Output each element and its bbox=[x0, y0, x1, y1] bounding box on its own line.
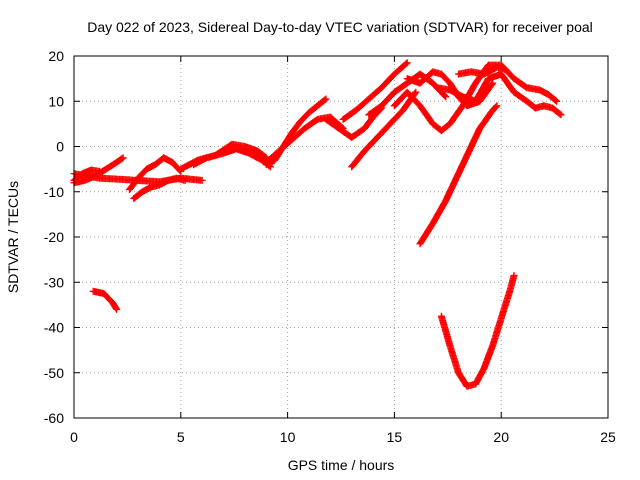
series-arc-21 bbox=[89, 287, 121, 313]
plot-frame bbox=[73, 55, 609, 419]
series-arc-7 bbox=[177, 140, 270, 173]
series-arc-5 bbox=[126, 154, 185, 193]
series-arc-16 bbox=[433, 70, 548, 112]
series-marks bbox=[390, 61, 561, 135]
series-marks bbox=[322, 104, 386, 141]
series-marks bbox=[540, 102, 565, 119]
x-tick-labels: 0 5 10 15 20 25 bbox=[70, 429, 616, 445]
series-marks bbox=[177, 140, 270, 173]
series-arc-11 bbox=[339, 59, 411, 123]
series-arc-18 bbox=[540, 102, 565, 119]
series-arc-15 bbox=[390, 61, 561, 135]
series-marks bbox=[437, 272, 518, 390]
series-arc-12 bbox=[348, 88, 420, 171]
series-arc-20 bbox=[437, 272, 518, 390]
x-tick-label: 15 bbox=[387, 429, 403, 445]
series-marks bbox=[455, 63, 509, 78]
y-tick-label: 0 bbox=[56, 139, 64, 155]
x-tick-label: 5 bbox=[177, 429, 185, 445]
x-tick-label: 10 bbox=[280, 429, 296, 445]
series-arc-4 bbox=[130, 174, 189, 202]
y-tick-label: -20 bbox=[44, 229, 64, 245]
series-marks bbox=[89, 287, 121, 313]
x-tick-label: 20 bbox=[493, 429, 509, 445]
y-tick-label: -40 bbox=[44, 320, 64, 336]
series-marks bbox=[348, 88, 420, 171]
x-tick-label: 0 bbox=[70, 429, 78, 445]
y-axis-label: SDTVAR / TECUs bbox=[5, 181, 21, 293]
x-axis-label: GPS time / hours bbox=[288, 457, 395, 473]
series-arc-19 bbox=[416, 102, 501, 248]
chart-title: Day 022 of 2023, Sidereal Day-to-day VTE… bbox=[87, 19, 593, 35]
grid-lines bbox=[74, 56, 608, 418]
series-marks bbox=[339, 59, 411, 123]
series-arc-17 bbox=[455, 63, 509, 78]
data-points bbox=[70, 59, 565, 390]
series-marks bbox=[130, 174, 189, 202]
y-tick-labels: -60 -50 -40 -30 -20 -10 0 10 20 bbox=[44, 48, 64, 426]
y-tick-label: 20 bbox=[48, 48, 64, 64]
x-tick-label: 25 bbox=[600, 429, 616, 445]
series-marks bbox=[433, 70, 548, 112]
series-marks bbox=[416, 102, 501, 248]
y-tick-label: 10 bbox=[48, 93, 64, 109]
y-tick-label: -60 bbox=[44, 410, 64, 426]
series-marks bbox=[126, 154, 185, 193]
series-arc-10 bbox=[322, 104, 386, 141]
y-tick-label: -30 bbox=[44, 274, 64, 290]
y-tick-label: -10 bbox=[44, 184, 64, 200]
y-tick-label: -50 bbox=[44, 365, 64, 381]
